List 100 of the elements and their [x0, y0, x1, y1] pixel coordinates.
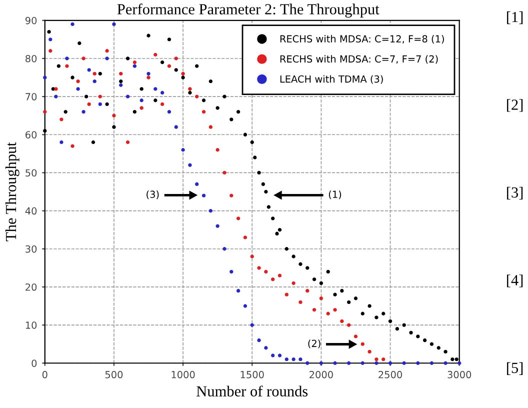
- point: [216, 224, 220, 228]
- point: [112, 22, 116, 26]
- point: [208, 125, 213, 129]
- point: [126, 140, 130, 144]
- point: [257, 338, 261, 342]
- y-tick-label: 30: [26, 245, 37, 253]
- point: [98, 102, 102, 106]
- y-tick-label: 50: [26, 169, 37, 177]
- point: [154, 52, 158, 57]
- point: [188, 87, 192, 91]
- point: [292, 357, 296, 362]
- point: [48, 38, 52, 42]
- point: [202, 110, 206, 114]
- point: [174, 56, 178, 60]
- point: [319, 296, 324, 300]
- point: [160, 102, 164, 106]
- point: [105, 56, 109, 60]
- x-tick-label: 2500: [378, 370, 402, 378]
- point: [92, 72, 96, 76]
- point: [43, 76, 47, 80]
- text: [1]: [507, 11, 523, 24]
- point: [181, 72, 185, 76]
- x-tick-label: 2000: [310, 370, 333, 378]
- legend-label: RECHS with MDSA: C=7, F=7 (2): [280, 55, 438, 64]
- point: [430, 361, 434, 365]
- point: [167, 110, 172, 114]
- x-tick-label: 1500: [240, 370, 264, 378]
- point: [174, 125, 178, 129]
- chart-title: Performance Parameter 2: The Throughput: [117, 4, 380, 18]
- point: [43, 110, 47, 114]
- point: [333, 308, 337, 312]
- point: [382, 357, 386, 362]
- point: [292, 281, 296, 285]
- point: [360, 361, 364, 365]
- point: [167, 64, 172, 68]
- point: [146, 76, 150, 80]
- y-tick-label: 10: [26, 322, 37, 329]
- point: [368, 350, 372, 354]
- x-tick-label: 3000: [448, 370, 472, 378]
- y-tick-label: 0: [32, 360, 37, 367]
- point: [154, 87, 158, 91]
- point: [222, 170, 226, 175]
- point: [243, 236, 248, 240]
- point: [278, 274, 282, 278]
- point: [48, 49, 52, 53]
- point: [216, 148, 220, 152]
- point: [374, 361, 378, 365]
- point: [208, 208, 213, 213]
- point: [374, 357, 378, 362]
- point: [82, 56, 86, 60]
- point: [76, 79, 80, 84]
- point: [195, 182, 199, 186]
- point: [98, 94, 102, 98]
- annotation: (2): [308, 340, 320, 348]
- annotation: (3): [146, 190, 159, 200]
- point: [105, 49, 109, 53]
- text: [3]: [507, 186, 523, 200]
- point: [306, 288, 310, 293]
- point: [87, 68, 91, 72]
- point: [360, 342, 364, 346]
- point: [140, 106, 144, 110]
- legend-label: LEACH with TDMA (3): [280, 75, 383, 84]
- text: [4]: [507, 274, 523, 288]
- y-tick-label: 20: [26, 283, 37, 291]
- point: [416, 361, 420, 365]
- point: [278, 354, 282, 358]
- point: [230, 194, 234, 198]
- point: [65, 64, 69, 68]
- x-axis-title: Number of rounds: [196, 386, 308, 396]
- point: [444, 361, 448, 365]
- point: [257, 266, 261, 270]
- point: [195, 94, 199, 98]
- point: [346, 323, 351, 327]
- annotation: (1): [328, 190, 342, 200]
- point: [284, 357, 288, 362]
- x-tick-label: 0: [42, 370, 48, 378]
- point: [222, 247, 226, 251]
- point: [236, 288, 240, 293]
- point: [250, 254, 254, 258]
- point: [140, 98, 144, 102]
- point: [92, 79, 96, 84]
- point: [264, 270, 268, 274]
- point: [54, 87, 58, 91]
- point: [112, 114, 116, 118]
- point: [119, 72, 123, 76]
- point: [230, 270, 234, 274]
- point: [312, 308, 316, 312]
- point: [333, 361, 337, 365]
- point: [60, 118, 64, 122]
- point: [271, 278, 275, 282]
- point: [346, 361, 351, 365]
- point: [298, 357, 302, 362]
- point: [70, 144, 74, 148]
- point: [202, 194, 206, 198]
- point: [60, 140, 64, 144]
- y-axis-title: The Throughput: [5, 142, 20, 242]
- y-tick-label: 90: [25, 16, 37, 24]
- point: [340, 319, 344, 324]
- point: [82, 110, 86, 114]
- y-tick-label: 80: [26, 54, 37, 62]
